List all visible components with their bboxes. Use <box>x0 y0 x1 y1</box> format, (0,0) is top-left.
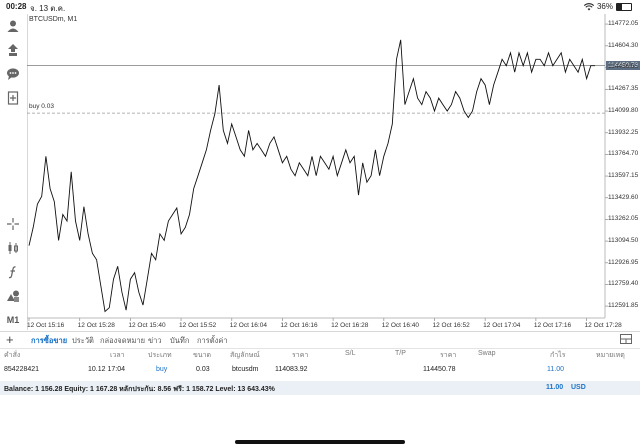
x-tick-label: 12 Oct 17:16 <box>533 322 572 329</box>
y-tick-label: 114099.80 <box>608 107 639 115</box>
order-open-price: 114083.92 <box>275 366 308 373</box>
objects-icon[interactable] <box>3 286 23 306</box>
tab-mailbox[interactable]: กล่องจดหมาย <box>100 336 146 345</box>
timeframe-button[interactable]: M1 <box>3 310 23 330</box>
battery-percent: 36% <box>596 2 613 11</box>
add-order-button[interactable]: + <box>6 332 14 347</box>
x-tick-label: 12 Oct 16:28 <box>331 322 369 329</box>
panel-toggle-icon[interactable] <box>620 334 632 346</box>
col-sl: S/L <box>345 350 356 357</box>
battery-icon <box>616 2 632 11</box>
order-type: buy <box>156 366 168 373</box>
current-price-label: 114450.78 <box>606 61 640 71</box>
status-date: จ. 13 ต.ค. <box>30 4 66 13</box>
buy-order-label: buy 0.03 <box>29 103 54 111</box>
function-icon[interactable] <box>3 262 23 282</box>
order-ticket: 854228421 <box>4 366 40 373</box>
order-time: 10.12 17:04 <box>88 366 125 373</box>
x-tick-label: 12 Oct 16:40 <box>381 322 420 329</box>
account-currency: USD <box>571 384 586 391</box>
balance-summary: Balance: 1 156.28 Equity: 1 167.28 หลักป… <box>4 386 275 393</box>
candles-icon[interactable] <box>3 238 23 258</box>
wifi-icon <box>583 2 594 10</box>
tab-history[interactable]: ประวัติ <box>72 336 94 345</box>
battery-fill <box>617 3 623 10</box>
x-tick-label: 12 Oct 17:04 <box>483 322 521 329</box>
chat-icon[interactable] <box>3 64 23 84</box>
col-profit: กำไร <box>550 352 566 359</box>
col-symbol: สัญลักษณ์ <box>230 352 260 359</box>
order-table-header: คำสั่ง เวลา ประเภท ขนาด สัญลักษณ์ ราคา S… <box>0 350 640 362</box>
y-tick-label: 112926.95 <box>608 258 639 266</box>
y-tick-label: 114436.55 <box>608 63 639 71</box>
x-tick-label: 12 Oct 15:28 <box>77 322 115 329</box>
col-current-price: ราคา <box>440 352 457 359</box>
col-type: ประเภท <box>148 352 172 359</box>
tab-journal[interactable]: บันทึก <box>170 336 190 345</box>
chart-canvas[interactable] <box>27 14 640 330</box>
y-tick-label: 113932.25 <box>608 128 639 136</box>
y-tick-label: 114604.30 <box>608 41 639 49</box>
tab-trade[interactable]: การซื้อขาย <box>31 336 68 345</box>
price-chart[interactable]: BTCUSDm, M1 buy 0.03 114450.78 114772.05… <box>27 14 640 330</box>
y-tick-label: 114772.05 <box>608 20 639 28</box>
x-tick-label: 12 Oct 15:16 <box>27 322 65 329</box>
x-tick-label: 12 Oct 17:28 <box>584 322 622 329</box>
order-symbol: btcusdm <box>232 366 259 373</box>
col-swap: Swap <box>478 350 496 357</box>
col-tp: T/P <box>395 350 406 357</box>
table-row[interactable]: 854228421 10.12 17:04 buy 0.03 btcusdm 1… <box>0 366 640 378</box>
col-size: ขนาด <box>193 352 212 359</box>
tab-settings[interactable]: การตั้งค่า <box>197 336 228 345</box>
y-tick-label: 112591.85 <box>608 302 639 310</box>
order-current-price: 114450.78 <box>423 366 456 373</box>
y-tick-label: 113094.50 <box>608 237 639 245</box>
col-comment: หมายเหตุ <box>596 352 625 359</box>
x-tick-label: 12 Oct 16:04 <box>229 322 267 329</box>
y-tick-label: 113597.15 <box>608 172 639 180</box>
status-bar: 00:28 จ. 13 ต.ค. 36% <box>0 0 640 14</box>
col-price: ราคา <box>292 352 309 359</box>
bottom-tabs: + การซื้อขาย ประวัติ กล่องจดหมาย ข่าว บั… <box>0 331 640 349</box>
y-tick-label: 113262.05 <box>608 215 639 223</box>
trade-icon[interactable] <box>3 40 23 60</box>
col-time: เวลา <box>110 352 125 359</box>
x-tick-label: 12 Oct 16:52 <box>432 322 470 329</box>
status-right: 36% <box>583 2 632 11</box>
balance-bar: Balance: 1 156.28 Equity: 1 167.28 หลักป… <box>0 381 640 395</box>
y-tick-label: 113764.70 <box>608 150 639 158</box>
y-tick-label: 114267.35 <box>608 85 639 93</box>
x-tick-label: 12 Oct 16:16 <box>280 322 318 329</box>
left-toolbar: M1 <box>0 14 28 330</box>
order-profit: 11.00 <box>547 366 564 373</box>
order-size: 0.03 <box>196 366 210 373</box>
x-tick-label: 12 Oct 15:40 <box>128 322 166 329</box>
y-tick-label: 112759.40 <box>608 280 639 288</box>
crosshair-icon[interactable] <box>3 214 23 234</box>
add-document-icon[interactable] <box>3 88 23 108</box>
person-icon[interactable] <box>3 16 23 36</box>
y-tick-label: 113429.60 <box>608 193 639 201</box>
col-ticket: คำสั่ง <box>4 352 21 359</box>
price-series-line <box>28 39 595 313</box>
total-profit: 11.00 <box>546 384 564 391</box>
status-time: 00:28 <box>6 2 27 11</box>
x-tick-label: 12 Oct 15:52 <box>179 322 217 329</box>
tab-news[interactable]: ข่าว <box>148 336 162 345</box>
home-indicator <box>235 440 405 444</box>
timeframe-label: M1 <box>6 315 20 325</box>
chart-symbol: BTCUSDm, M1 <box>29 16 78 23</box>
